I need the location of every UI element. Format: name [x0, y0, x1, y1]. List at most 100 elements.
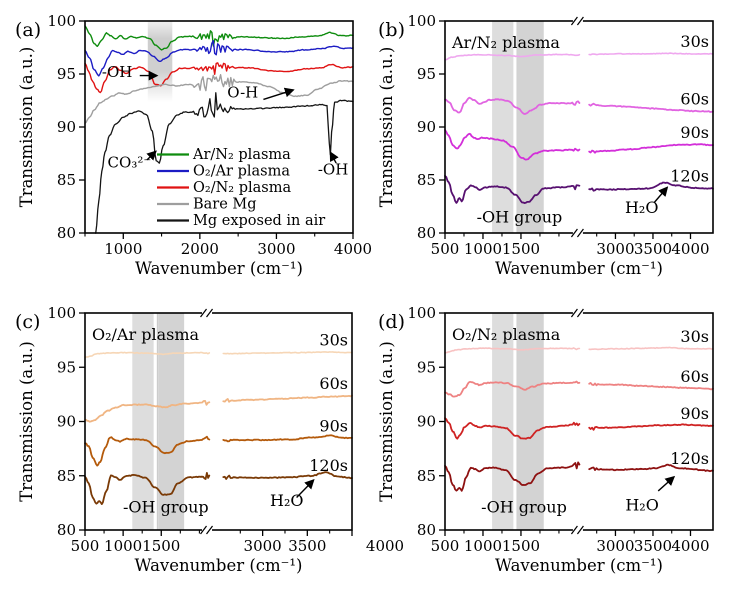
y-tick-label: 80 — [57, 521, 76, 539]
series-60s — [444, 380, 581, 398]
annotation-text: -OH group — [481, 498, 567, 517]
series-120s-right — [588, 463, 714, 473]
series-90s — [444, 129, 581, 161]
axis-break-mask — [202, 309, 213, 317]
x-tick-label: 1000 — [464, 240, 502, 258]
panel-d: 500 1000 1500 3000 3500 4000 80 85 90 95 100 Wavenu… — [377, 304, 714, 575]
series-120s-right — [588, 181, 714, 192]
x-axis-title: Wavenumber (cm⁻¹) — [135, 556, 303, 575]
legend-label: O₂/N₂ plasma — [193, 180, 291, 196]
annotation-arrow — [653, 186, 669, 203]
highlight-band — [492, 313, 514, 530]
series-o-n-plasma — [84, 62, 354, 94]
y-tick-label: 80 — [417, 521, 436, 539]
series-60s — [84, 399, 211, 423]
y-tick-label: 95 — [57, 65, 76, 83]
series-time-label: 30s — [680, 32, 709, 51]
series-30s — [444, 347, 581, 354]
series-time-label: 90s — [680, 404, 709, 423]
annotation-text: -OH group — [123, 498, 209, 517]
y-tick-label: 90 — [57, 413, 76, 431]
axis-break-slash — [576, 228, 584, 238]
x-tick-label: 2000 — [181, 240, 219, 258]
axis-break-slash — [570, 228, 578, 238]
x-axis-title: Wavenumber (cm⁻¹) — [495, 556, 663, 575]
y-tick-label: 95 — [417, 65, 436, 83]
series-time-label: 90s — [680, 123, 709, 142]
y-tick-label: 85 — [57, 171, 76, 189]
series-time-label: 30s — [319, 331, 348, 350]
x-tick-label: 3000 — [257, 240, 295, 258]
series-60s-right — [588, 102, 714, 113]
y-tick-label: 85 — [57, 467, 76, 485]
series-time-label: 90s — [319, 416, 348, 435]
series-30s — [84, 351, 211, 359]
series-120s-right — [222, 471, 353, 480]
annotation-text: O-H — [227, 83, 258, 101]
y-tick-label: 100 — [47, 304, 76, 322]
x-tick-label: 1000 — [464, 537, 502, 555]
y-tick-label: 95 — [417, 358, 436, 376]
panel-c: 500 1000 1500 3000 3500 4000 80 85 90 95 100 Wavenu… — [15, 304, 404, 575]
x-tick-label: 3500 — [288, 537, 326, 555]
x-tick-label: 4000 — [671, 240, 709, 258]
series-mg-exposed-in-air — [95, 92, 354, 234]
series-time-label: 60s — [319, 374, 348, 393]
y-tick-label: 95 — [57, 358, 76, 376]
series-60s-right — [222, 394, 353, 403]
axis-break-slash — [206, 525, 213, 535]
x-tick-label: 4000 — [334, 240, 372, 258]
series-90s — [444, 417, 581, 440]
band-edge-line — [156, 313, 159, 530]
x-tick-label: 4000 — [366, 537, 404, 555]
x-tick-label: 500 — [71, 537, 100, 555]
x-tick-label: 3500 — [634, 537, 672, 555]
series-90s-right — [588, 143, 714, 154]
legend-label: Mg exposed in air — [193, 213, 325, 229]
series-time-label: 120s — [670, 449, 709, 468]
x-axis-title: Wavenumber (cm⁻¹) — [495, 259, 663, 278]
y-tick-label: 85 — [417, 467, 436, 485]
axis-break-slash — [576, 525, 584, 535]
axis-break-slash — [576, 308, 584, 318]
series-time-label: 120s — [309, 456, 348, 475]
annotation-text: -OH group — [477, 207, 563, 226]
y-tick-label: 85 — [417, 171, 436, 189]
x-tick-label: 3500 — [634, 240, 672, 258]
series-120s — [444, 174, 581, 205]
panel-title: O₂/N₂ plasma — [452, 325, 561, 344]
series-120s — [444, 461, 581, 492]
x-tick-label: 500 — [431, 537, 460, 555]
axis-break-mask — [572, 17, 583, 25]
y-tick-label: 100 — [47, 12, 76, 30]
annotation-text: CO₃²⁻ — [108, 153, 152, 171]
y-axis-title: Transmission (a.u.) — [377, 47, 396, 208]
axis-break-slash — [570, 16, 578, 26]
x-tick-label: 3000 — [596, 537, 634, 555]
y-tick-label: 90 — [417, 118, 436, 136]
y-tick-label: 90 — [417, 413, 436, 431]
series-90s-right — [588, 423, 714, 431]
annotation-text: H₂O — [270, 491, 303, 510]
annotation-text: -OH — [318, 161, 348, 179]
x-tick-label: 4000 — [671, 537, 709, 555]
series-30s-right — [588, 52, 714, 56]
axis-break-slash — [570, 525, 578, 535]
series-time-label: 60s — [680, 367, 709, 386]
annotation-text: -OH — [102, 63, 132, 81]
x-tick-label: 1500 — [502, 240, 540, 258]
highlight-band — [492, 21, 514, 233]
series-60s-right — [588, 381, 714, 391]
series-o-ar-plasma — [84, 39, 354, 77]
axis-break-slash — [206, 308, 213, 318]
band-edge-line — [516, 21, 518, 233]
x-tick-label: 3000 — [596, 240, 634, 258]
x-tick-label: 3000 — [244, 537, 282, 555]
band-edge-line — [516, 313, 518, 530]
series-time-label: 60s — [680, 90, 709, 109]
legend-label: Bare Mg — [193, 197, 257, 213]
axis-break-slash — [576, 16, 584, 26]
panel-title: Ar/N₂ plasma — [451, 33, 560, 52]
x-axis-title: Wavenumber (cm⁻¹) — [135, 259, 303, 278]
